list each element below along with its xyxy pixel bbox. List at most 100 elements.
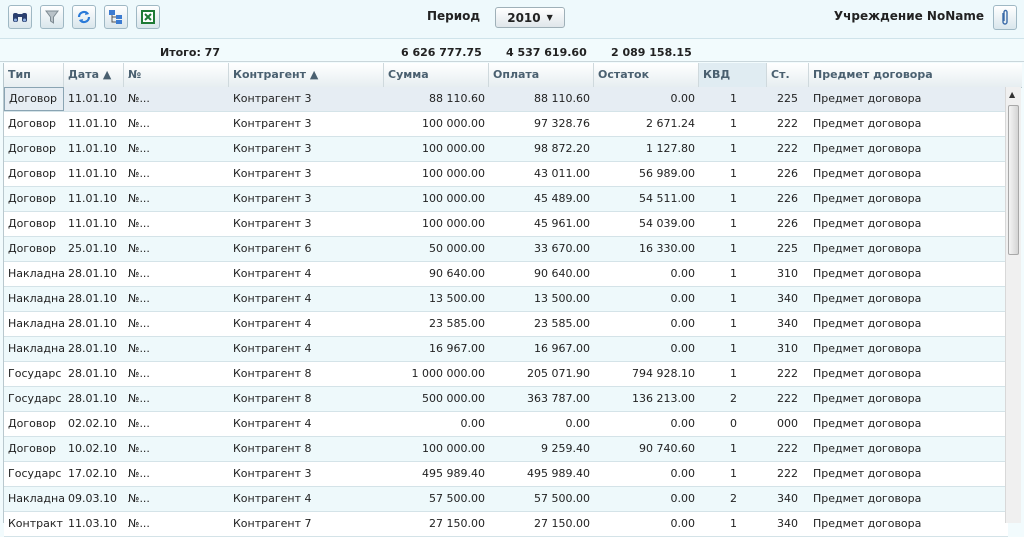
table-row[interactable]: Договор 02.02.10 №... Контрагент 4 0.00 0.00 0… bbox=[4, 412, 1008, 437]
table-row[interactable]: Договор 11.01.10 №... Контрагент 3 100 000.0… bbox=[4, 112, 1008, 137]
column-header-subject[interactable]: Предмет договора bbox=[813, 68, 933, 81]
cell-summa: 57 500.00 bbox=[429, 492, 485, 505]
cell-summa: 90 640.00 bbox=[429, 267, 485, 280]
table-row[interactable]: Договор 25.01.10 №... Контрагент 6 50 000.00… bbox=[4, 237, 1008, 262]
scrollbar-thumb[interactable] bbox=[1008, 105, 1019, 255]
totals-oplata: 4 537 619.60 bbox=[506, 46, 587, 59]
tree-icon[interactable] bbox=[104, 5, 128, 29]
cell-contractor: Контрагент 3 bbox=[233, 217, 312, 230]
cell-summa: 100 000.00 bbox=[422, 217, 485, 230]
table-row[interactable]: Государс 17.02.10 №... Контрагент 3 495 989.… bbox=[4, 462, 1008, 487]
refresh-icon[interactable] bbox=[72, 5, 96, 29]
cell-ostatok: 794 928.10 bbox=[632, 367, 695, 380]
column-header-summa[interactable]: Сумма bbox=[384, 63, 489, 87]
toolbar: Период 2010 ▼ Учреждение NoName bbox=[0, 0, 1024, 39]
cell-type: Накладна bbox=[8, 292, 64, 305]
vertical-scrollbar[interactable]: ▲ bbox=[1005, 87, 1021, 523]
cell-oplata: 13 500.00 bbox=[534, 292, 590, 305]
cell-subject: Предмет договора bbox=[813, 467, 922, 480]
cell-contractor: Контрагент 8 bbox=[233, 367, 312, 380]
cell-st: 000 bbox=[777, 417, 798, 430]
cell-st: 340 bbox=[777, 292, 798, 305]
cell-type: Накладна bbox=[8, 342, 64, 355]
cell-oplata: 23 585.00 bbox=[534, 317, 590, 330]
totals-summa: 6 626 777.75 bbox=[401, 46, 482, 59]
cell-subject: Предмет договора bbox=[813, 392, 922, 405]
cell-date: 28.01.10 bbox=[68, 392, 117, 405]
filter-icon[interactable] bbox=[40, 5, 64, 29]
column-header-contractor[interactable]: Контрагент ▲ bbox=[229, 63, 384, 87]
excel-icon[interactable] bbox=[136, 5, 160, 29]
cell-summa: 27 150.00 bbox=[429, 517, 485, 530]
cell-type: Договор bbox=[8, 192, 57, 205]
cell-number: №... bbox=[128, 117, 150, 130]
grid-header: Тип Дата ▲ № Контрагент ▲ Сумма Оплата О… bbox=[4, 63, 1022, 88]
cell-number: №... bbox=[128, 292, 150, 305]
cell-st: 222 bbox=[777, 142, 798, 155]
table-row[interactable]: Государс 28.01.10 №... Контрагент 8 1 000 00… bbox=[4, 362, 1008, 387]
cell-subject: Предмет договора bbox=[813, 517, 922, 530]
cell-number: №... bbox=[128, 242, 150, 255]
binoculars-icon[interactable] bbox=[8, 5, 32, 29]
cell-ostatok: 0.00 bbox=[670, 92, 696, 105]
cell-type: Государс bbox=[8, 367, 62, 380]
cell-date: 11.01.10 bbox=[68, 117, 117, 130]
column-header-date[interactable]: Дата ▲ bbox=[64, 63, 124, 87]
cell-oplata: 90 640.00 bbox=[534, 267, 590, 280]
cell-date: 17.02.10 bbox=[68, 467, 117, 480]
cell-summa: 1 000 000.00 bbox=[411, 367, 485, 380]
table-row[interactable]: Накладна 28.01.10 №... Контрагент 4 23 585.0… bbox=[4, 312, 1008, 337]
table-row[interactable]: Накладна 28.01.10 №... Контрагент 4 16 967.0… bbox=[4, 337, 1008, 362]
table-row[interactable]: Накладна 28.01.10 №... Контрагент 4 90 640.0… bbox=[4, 262, 1008, 287]
table-row[interactable]: Договор 11.01.10 №... Контрагент 3 100 000.0… bbox=[4, 212, 1008, 237]
column-header-oplata[interactable]: Оплата bbox=[489, 63, 594, 87]
cell-oplata: 98 872.20 bbox=[534, 142, 590, 155]
column-header-kvd[interactable]: КВД bbox=[699, 63, 767, 87]
table-row[interactable]: Договор 11.01.10 №... Контрагент 3 100 000.0… bbox=[4, 137, 1008, 162]
cell-oplata: 27 150.00 bbox=[534, 517, 590, 530]
period-select[interactable]: 2010 ▼ bbox=[495, 7, 565, 28]
data-grid: Тип Дата ▲ № Контрагент ▲ Сумма Оплата О… bbox=[3, 63, 1022, 537]
cell-type: Договор bbox=[8, 417, 57, 430]
table-row[interactable]: Договор 11.01.10 №... Контрагент 3 100 000.0… bbox=[4, 162, 1008, 187]
table-row[interactable]: Договор 10.02.10 №... Контрагент 8 100 000.0… bbox=[4, 437, 1008, 462]
cell-number: №... bbox=[128, 342, 150, 355]
column-header-st[interactable]: Ст. bbox=[767, 63, 809, 87]
table-row[interactable]: Накладна 28.01.10 №... Контрагент 4 13 500.0… bbox=[4, 287, 1008, 312]
cell-summa: 100 000.00 bbox=[422, 192, 485, 205]
table-row[interactable]: Договор 11.01.10 №... Контрагент 3 88 110.60… bbox=[4, 87, 1008, 112]
cell-number: №... bbox=[128, 492, 150, 505]
cell-subject: Предмет договора bbox=[813, 92, 922, 105]
paperclip-icon[interactable] bbox=[993, 5, 1017, 30]
cell-type: Накладна bbox=[8, 492, 64, 505]
cell-kvd: 1 bbox=[730, 242, 737, 255]
cell-date: 11.03.10 bbox=[68, 517, 117, 530]
table-row[interactable]: Договор 11.01.10 №... Контрагент 3 100 000.0… bbox=[4, 187, 1008, 212]
cell-st: 222 bbox=[777, 367, 798, 380]
table-row[interactable]: Государс 28.01.10 №... Контрагент 8 500 000.… bbox=[4, 387, 1008, 412]
cell-oplata: 45 489.00 bbox=[534, 192, 590, 205]
cell-subject: Предмет договора bbox=[813, 267, 922, 280]
organization-label: Учреждение NoName bbox=[833, 9, 984, 23]
cell-ostatok: 0.00 bbox=[670, 467, 696, 480]
table-row[interactable]: Накладна 09.03.10 №... Контрагент 4 57 500.0… bbox=[4, 487, 1008, 512]
column-header-number[interactable]: № bbox=[124, 63, 229, 87]
cell-summa: 16 967.00 bbox=[429, 342, 485, 355]
chevron-down-icon: ▼ bbox=[546, 13, 553, 22]
cell-contractor: Контрагент 4 bbox=[233, 317, 312, 330]
table-row[interactable]: Контракт 11.03.10 №... Контрагент 7 27 150.0… bbox=[4, 512, 1008, 537]
cell-subject: Предмет договора bbox=[813, 367, 922, 380]
cell-contractor: Контрагент 4 bbox=[233, 492, 312, 505]
column-header-type[interactable]: Тип bbox=[4, 63, 64, 87]
column-header-ostatok[interactable]: Остаток bbox=[594, 63, 699, 87]
cell-type: Накладна bbox=[8, 267, 64, 280]
cell-date: 11.01.10 bbox=[68, 167, 117, 180]
cell-number: №... bbox=[128, 442, 150, 455]
cell-oplata: 363 787.00 bbox=[527, 392, 590, 405]
cell-contractor: Контрагент 3 bbox=[233, 167, 312, 180]
cell-kvd: 1 bbox=[730, 167, 737, 180]
scroll-up-icon[interactable]: ▲ bbox=[1009, 90, 1016, 99]
cell-kvd: 0 bbox=[730, 417, 737, 430]
cell-date: 28.01.10 bbox=[68, 367, 117, 380]
cell-ostatok: 0.00 bbox=[670, 342, 696, 355]
